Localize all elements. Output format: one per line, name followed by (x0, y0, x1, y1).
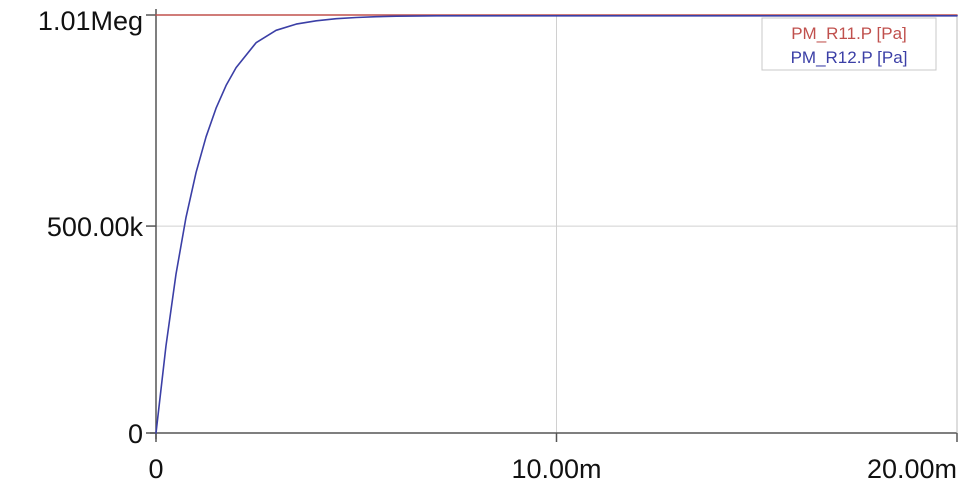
y-tick-label: 1.01Meg (38, 6, 143, 36)
y-tick-label: 500.00k (47, 212, 144, 242)
legend-box (761, 17, 937, 71)
x-tick-label: 10.00m (511, 454, 601, 484)
x-tick-label: 0 (148, 454, 163, 484)
tick-marks (146, 14, 958, 442)
tick-labels: 0 500.00k 1.01Meg 0 10.00m 20.00m (38, 6, 957, 484)
axes (150, 9, 958, 439)
series-line-pm-r12 (155, 15, 958, 434)
x-tick-label: 20.00m (867, 454, 957, 484)
legend-entry-pm-r11: PM_R11.P [Pa] (791, 24, 907, 43)
series (155, 14, 958, 434)
y-tick-label: 0 (128, 419, 143, 449)
legend: PM_R11.P [Pa] PM_R12.P [Pa] (761, 17, 937, 71)
legend-entry-pm-r12: PM_R12.P [Pa] (791, 48, 908, 67)
grid (155, 14, 958, 434)
